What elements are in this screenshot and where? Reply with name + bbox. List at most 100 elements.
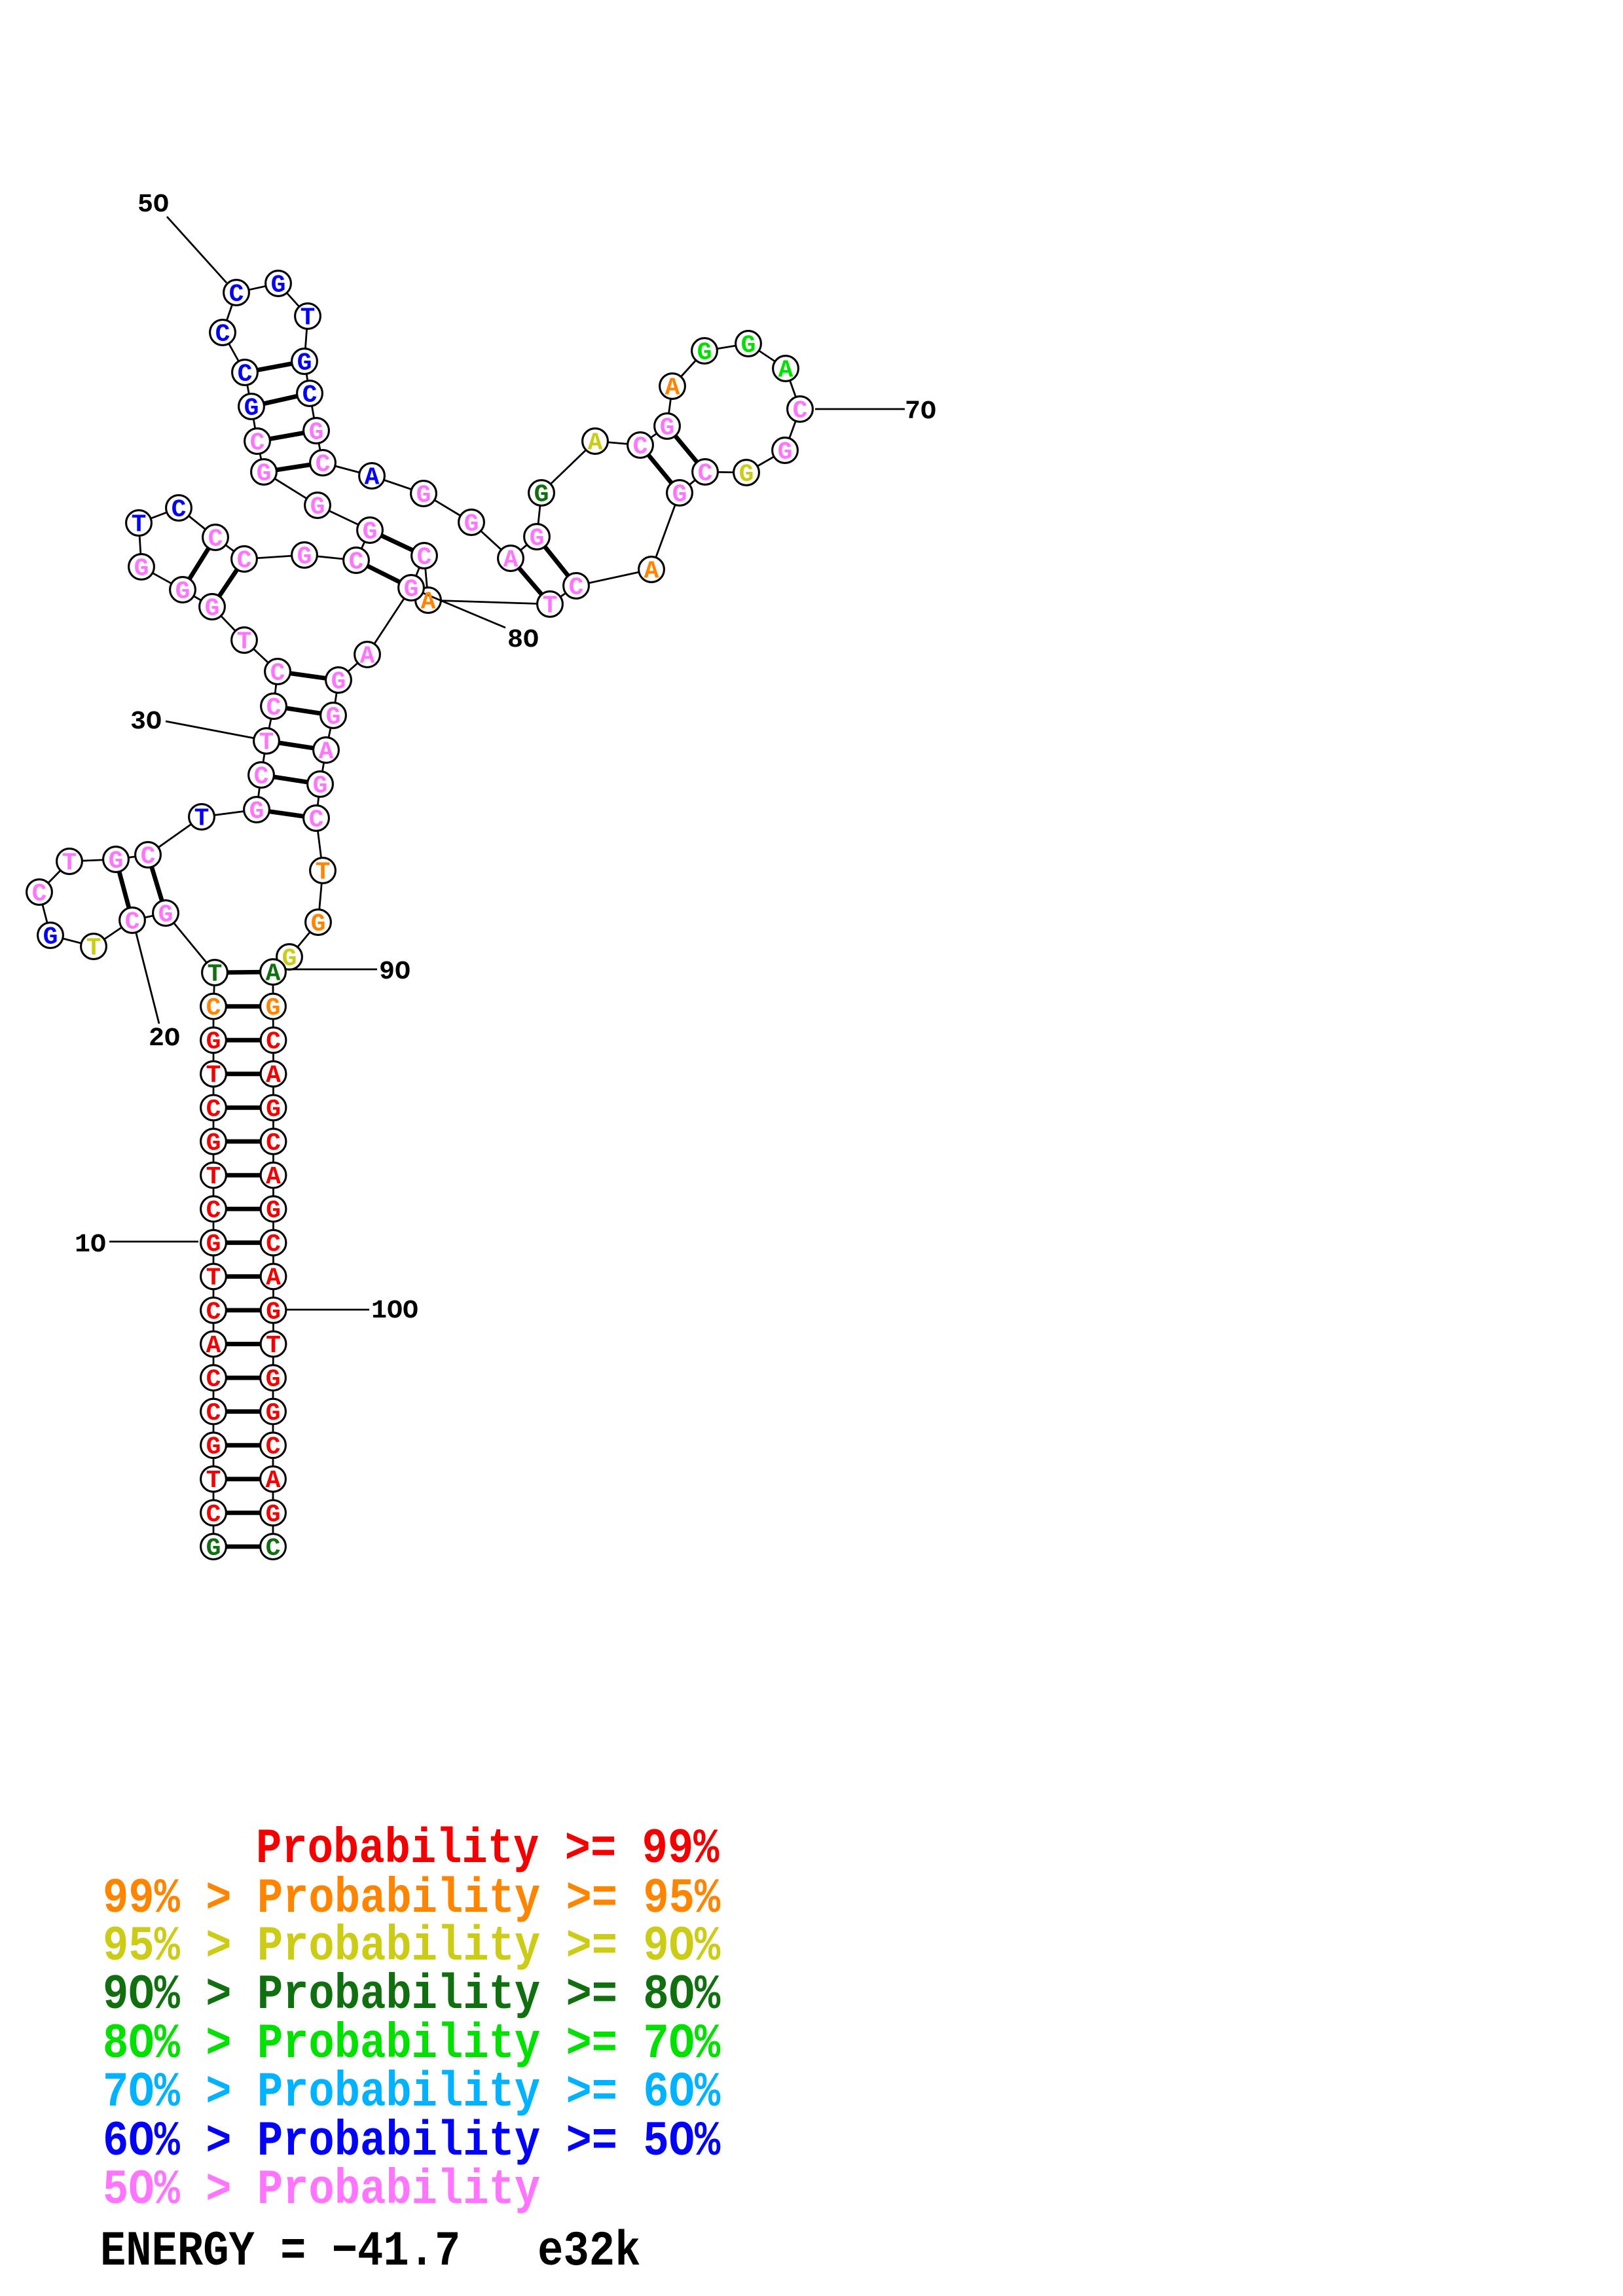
svg-text:A: A — [365, 463, 380, 492]
svg-text:T: T — [62, 849, 77, 877]
svg-text:C: C — [206, 1366, 221, 1394]
svg-text:C: C — [266, 1534, 281, 1562]
svg-text:95% > Probability >= 9O%: 95% > Probability >= 9O% — [103, 1919, 721, 1975]
svg-text:G: G — [266, 1366, 281, 1394]
svg-text:T: T — [206, 1163, 221, 1191]
svg-text:C: C — [254, 762, 269, 791]
svg-text:C: C — [208, 525, 223, 553]
svg-text:A: A — [266, 1467, 281, 1495]
svg-text:G: G — [271, 271, 286, 299]
svg-text:G: G — [313, 772, 328, 800]
svg-text:C: C — [793, 397, 808, 425]
svg-text:T: T — [266, 1332, 281, 1360]
svg-text:T: T — [206, 1467, 221, 1495]
svg-text:G: G — [206, 1433, 221, 1462]
svg-text:G: G — [109, 847, 124, 875]
svg-text:T: T — [316, 858, 331, 886]
svg-text:G: G — [297, 543, 312, 571]
svg-text:G: G — [660, 414, 675, 442]
svg-text:C: C — [266, 1230, 281, 1259]
svg-text:A: A — [319, 738, 334, 766]
svg-text:G: G — [739, 460, 754, 488]
svg-text:G: G — [266, 1197, 281, 1225]
svg-text:G: G — [530, 524, 545, 552]
svg-text:C: C — [633, 433, 648, 461]
svg-text:C: C — [309, 806, 324, 834]
svg-text:A: A — [421, 588, 436, 616]
svg-text:C: C — [206, 1096, 221, 1124]
svg-text:ENERGY = −41.7 e32k: ENERGY = −41.7 e32k — [100, 2224, 640, 2280]
svg-text:C: C — [215, 320, 230, 348]
svg-text:G: G — [363, 518, 378, 546]
svg-text:C: C — [206, 1298, 221, 1326]
svg-text:C: C — [238, 360, 253, 388]
svg-text:G: G — [266, 1298, 281, 1326]
svg-text:6O% > Probability >= 5O%: 6O% > Probability >= 5O% — [103, 2114, 721, 2170]
svg-text:G: G — [672, 480, 687, 509]
svg-text:G: G — [266, 1501, 281, 1529]
svg-text:C: C — [206, 994, 221, 1022]
svg-text:C: C — [229, 280, 244, 308]
svg-text:G: G — [175, 577, 191, 605]
svg-text:C: C — [417, 543, 432, 571]
svg-text:5O: 5O — [137, 190, 169, 220]
svg-text:99% > Probability >= 95%: 99% > Probability >= 95% — [103, 1871, 721, 1927]
svg-text:C: C — [172, 495, 187, 524]
svg-text:G: G — [206, 1129, 221, 1157]
svg-text:T: T — [206, 1062, 221, 1090]
svg-text:C: C — [266, 1433, 281, 1462]
svg-text:A: A — [206, 1332, 221, 1360]
svg-text:T: T — [206, 1265, 221, 1293]
svg-text:G: G — [266, 1399, 281, 1427]
svg-text:A: A — [588, 429, 603, 457]
svg-text:9O% > Probability >= 8O%: 9O% > Probability >= 8O% — [103, 1967, 721, 2023]
svg-text:T: T — [237, 628, 252, 656]
svg-text:A: A — [778, 356, 793, 384]
svg-text:2O: 2O — [149, 1024, 180, 1054]
svg-text:G: G — [257, 459, 272, 488]
svg-text:C: C — [237, 547, 252, 575]
svg-text:C: C — [206, 1501, 221, 1529]
svg-text:8O% > Probability >= 7O%: 8O% > Probability >= 7O% — [103, 2017, 721, 2072]
svg-text:G: G — [309, 418, 324, 446]
svg-text:G: G — [741, 331, 756, 359]
svg-text:G: G — [464, 510, 479, 538]
svg-text:A: A — [503, 546, 519, 574]
svg-text:G: G — [244, 394, 259, 422]
svg-text:G: G — [206, 1230, 221, 1259]
svg-text:C: C — [569, 573, 584, 601]
svg-text:G: G — [534, 480, 549, 509]
svg-text:G: G — [266, 1096, 281, 1124]
svg-text:G: G — [778, 438, 793, 466]
svg-text:T: T — [543, 592, 558, 620]
svg-text:G: G — [331, 668, 346, 696]
svg-text:C: C — [349, 548, 364, 576]
svg-text:G: G — [205, 594, 220, 622]
svg-text:G: G — [134, 554, 149, 583]
svg-text:A: A — [644, 557, 659, 585]
svg-text:G: G — [297, 349, 312, 377]
svg-text:G: G — [404, 575, 419, 603]
svg-text:G: G — [158, 901, 173, 929]
svg-text:C: C — [266, 1028, 281, 1056]
svg-text:C: C — [316, 450, 331, 478]
svg-text:G: G — [43, 923, 58, 951]
svg-text:C: C — [270, 659, 285, 687]
svg-text:T: T — [208, 960, 223, 988]
svg-text:Probability >= 99%: Probability >= 99% — [256, 1821, 720, 1877]
svg-text:7O% > Probability >= 6O%: 7O% > Probability >= 6O% — [103, 2065, 721, 2121]
svg-text:C: C — [125, 908, 140, 936]
svg-text:7O: 7O — [905, 397, 936, 427]
svg-text:G: G — [206, 1534, 221, 1562]
svg-text:G: G — [282, 944, 297, 973]
svg-text:A: A — [266, 1163, 281, 1191]
svg-text:C: C — [266, 694, 282, 722]
svg-text:G: G — [206, 1028, 221, 1056]
svg-text:G: G — [266, 994, 281, 1022]
svg-text:C: C — [206, 1399, 221, 1427]
svg-text:9O: 9O — [379, 958, 410, 987]
svg-text:C: C — [141, 842, 156, 870]
svg-text:G: G — [697, 338, 712, 367]
svg-text:T: T — [86, 934, 101, 962]
svg-text:A: A — [266, 960, 281, 988]
